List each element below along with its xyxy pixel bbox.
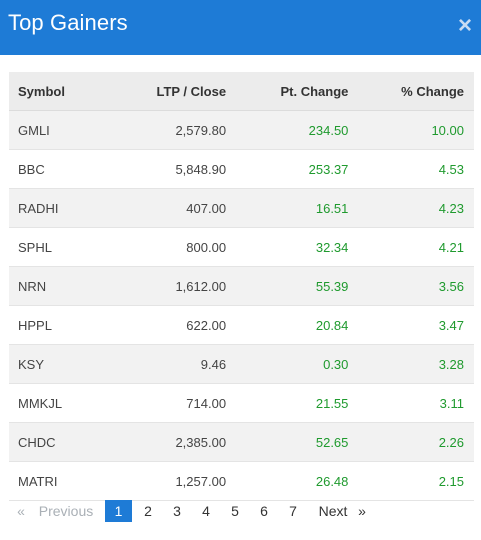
page-button-7[interactable]: 7 bbox=[289, 503, 297, 519]
cell-pt-change: 21.55 bbox=[226, 383, 349, 423]
cell-pct-change: 3.47 bbox=[348, 305, 474, 345]
modal-title: Top Gainers bbox=[8, 10, 128, 35]
cell-pct-change: 4.21 bbox=[348, 227, 474, 267]
table-row[interactable]: MMKJL 714.00 21.55 3.11 bbox=[9, 383, 474, 423]
page-button-5[interactable]: 5 bbox=[231, 503, 239, 519]
column-header-ltp[interactable]: LTP / Close bbox=[111, 72, 227, 111]
previous-page-button[interactable]: Previous bbox=[38, 503, 94, 519]
cell-ltp: 9.46 bbox=[111, 344, 227, 384]
cell-pt-change: 26.48 bbox=[226, 461, 349, 501]
page-button-4[interactable]: 4 bbox=[202, 503, 210, 519]
cell-pt-change: 253.37 bbox=[226, 149, 349, 189]
cell-pt-change: 32.34 bbox=[226, 227, 349, 267]
cell-symbol[interactable]: KSY bbox=[9, 344, 112, 384]
table-row[interactable]: HPPL 622.00 20.84 3.47 bbox=[9, 305, 474, 345]
cell-symbol[interactable]: CHDC bbox=[9, 422, 112, 462]
cell-symbol[interactable]: BBC bbox=[9, 149, 112, 189]
table-row[interactable]: MATRI 1,257.00 26.48 2.15 bbox=[9, 461, 474, 501]
next-page-button[interactable]: Next bbox=[318, 503, 348, 519]
cell-pt-change: 55.39 bbox=[226, 266, 349, 306]
column-header-pt-change[interactable]: Pt. Change bbox=[226, 72, 349, 111]
page-button-3[interactable]: 3 bbox=[173, 503, 181, 519]
cell-pt-change: 234.50 bbox=[226, 110, 349, 150]
cell-pct-change: 10.00 bbox=[348, 110, 474, 150]
last-page-icon[interactable]: » bbox=[358, 503, 366, 519]
cell-ltp: 714.00 bbox=[111, 383, 227, 423]
cell-pct-change: 3.56 bbox=[348, 266, 474, 306]
cell-pct-change: 3.11 bbox=[348, 383, 474, 423]
cell-ltp: 2,579.80 bbox=[111, 110, 227, 150]
cell-symbol[interactable]: MATRI bbox=[9, 461, 112, 501]
cell-ltp: 2,385.00 bbox=[111, 422, 227, 462]
cell-ltp: 1,612.00 bbox=[111, 266, 227, 306]
table-row[interactable]: NRN 1,612.00 55.39 3.56 bbox=[9, 266, 474, 306]
modal-header: Top Gainers × bbox=[0, 0, 481, 55]
cell-pt-change: 20.84 bbox=[226, 305, 349, 345]
page-button-2[interactable]: 2 bbox=[144, 503, 152, 519]
first-page-icon[interactable]: « bbox=[17, 503, 25, 519]
cell-ltp: 407.00 bbox=[111, 188, 227, 228]
cell-symbol[interactable]: MMKJL bbox=[9, 383, 112, 423]
cell-pt-change: 0.30 bbox=[226, 344, 349, 384]
cell-ltp: 1,257.00 bbox=[111, 461, 227, 501]
cell-symbol[interactable]: NRN bbox=[9, 266, 112, 306]
table-row[interactable]: BBC 5,848.90 253.37 4.53 bbox=[9, 149, 474, 189]
column-header-symbol[interactable]: Symbol bbox=[9, 72, 112, 111]
pagination: « Previous 1 2 3 4 5 6 7 Next » bbox=[0, 500, 481, 524]
cell-ltp: 800.00 bbox=[111, 227, 227, 267]
table-row[interactable]: SPHL 800.00 32.34 4.21 bbox=[9, 227, 474, 267]
cell-ltp: 622.00 bbox=[111, 305, 227, 345]
cell-symbol[interactable]: GMLI bbox=[9, 110, 112, 150]
table-header-row: Symbol LTP / Close Pt. Change % Change bbox=[9, 72, 474, 111]
table-row[interactable]: GMLI 2,579.80 234.50 10.00 bbox=[9, 110, 474, 150]
table-row[interactable]: KSY 9.46 0.30 3.28 bbox=[9, 344, 474, 384]
cell-symbol[interactable]: SPHL bbox=[9, 227, 112, 267]
cell-pt-change: 52.65 bbox=[226, 422, 349, 462]
close-icon[interactable]: × bbox=[457, 12, 472, 39]
cell-pct-change: 4.53 bbox=[348, 149, 474, 189]
table-row[interactable]: RADHI 407.00 16.51 4.23 bbox=[9, 188, 474, 228]
cell-pt-change: 16.51 bbox=[226, 188, 349, 228]
page-button-6[interactable]: 6 bbox=[260, 503, 268, 519]
gainers-table: Symbol LTP / Close Pt. Change % Change G… bbox=[9, 72, 474, 501]
page-button-1[interactable]: 1 bbox=[105, 500, 132, 522]
cell-pct-change: 4.23 bbox=[348, 188, 474, 228]
cell-pct-change: 2.15 bbox=[348, 461, 474, 501]
table-row[interactable]: CHDC 2,385.00 52.65 2.26 bbox=[9, 422, 474, 462]
cell-pct-change: 3.28 bbox=[348, 344, 474, 384]
cell-symbol[interactable]: HPPL bbox=[9, 305, 112, 345]
column-header-pct-change[interactable]: % Change bbox=[348, 72, 474, 111]
cell-symbol[interactable]: RADHI bbox=[9, 188, 112, 228]
cell-pct-change: 2.26 bbox=[348, 422, 474, 462]
cell-ltp: 5,848.90 bbox=[111, 149, 227, 189]
